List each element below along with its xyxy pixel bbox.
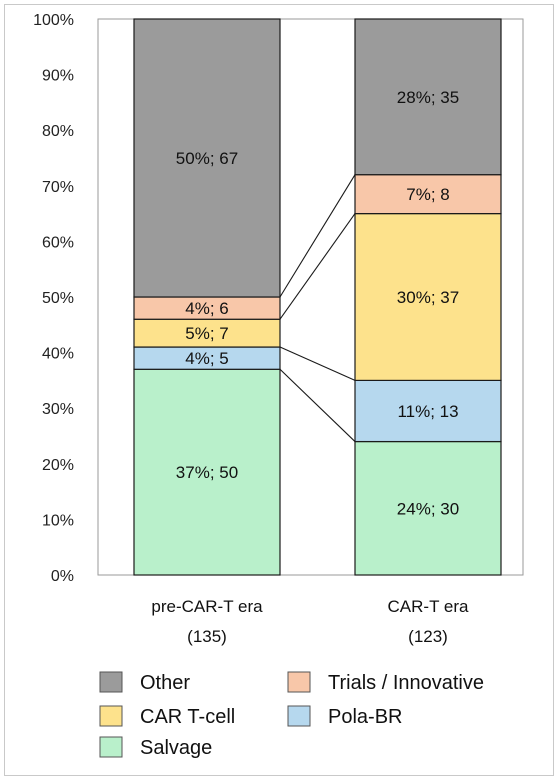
y-tick-label: 10%: [42, 512, 74, 529]
bar-segment-other: [354, 18, 502, 176]
legend-label: Other: [140, 672, 190, 694]
y-tick-label: 40%: [42, 346, 74, 363]
chart-frame: [4, 4, 554, 776]
bar-segment-pola-br: [354, 379, 502, 443]
y-tick-label: 20%: [42, 457, 74, 474]
bar-segment-salvage: [133, 368, 281, 576]
data-label: 5%; 7: [185, 324, 228, 343]
data-label: 37%; 50: [176, 463, 238, 482]
y-tick-label: 80%: [42, 123, 74, 140]
bar-segment-car-t-cell: [354, 213, 502, 382]
y-tick-label: 30%: [42, 401, 74, 418]
x-category-count: (135): [187, 627, 227, 646]
legend-swatch: [287, 671, 311, 693]
legend-swatch: [287, 705, 311, 727]
y-tick-label: 60%: [42, 234, 74, 251]
legend-label: Salvage: [140, 737, 212, 759]
legend-swatch: [99, 736, 123, 758]
connector-line: [279, 174, 356, 298]
data-label: 4%; 5: [185, 349, 228, 368]
y-tick-label: 0%: [51, 568, 74, 585]
bar-segment-other: [133, 18, 281, 298]
data-label: 50%; 67: [176, 149, 238, 168]
plot-area-border: [97, 18, 524, 576]
data-label: 7%; 8: [406, 185, 449, 204]
data-label: 28%; 35: [397, 88, 459, 107]
data-label: 24%; 30: [397, 499, 459, 518]
legend-label: Trials / Innovative: [328, 672, 484, 694]
legend-label: Pola-BR: [328, 706, 402, 728]
bar-segment-salvage: [354, 440, 502, 576]
bar-segment-trials-innovative: [354, 174, 502, 215]
y-tick-label: 90%: [42, 68, 74, 85]
y-tick-label: 100%: [33, 12, 74, 29]
legend-label: CAR T-cell: [140, 706, 235, 728]
y-tick-label: 50%: [42, 290, 74, 307]
data-label: 4%; 6: [185, 299, 228, 318]
legend-swatch: [99, 705, 123, 727]
x-category-label: pre-CAR-T era: [151, 597, 263, 616]
data-label: 11%; 13: [397, 402, 458, 421]
x-category-label: CAR-T era: [388, 597, 469, 616]
connector-line: [279, 213, 356, 320]
connector-line: [279, 346, 356, 381]
legend-swatch: [99, 671, 123, 693]
connector-line: [279, 368, 356, 442]
y-tick-label: 70%: [42, 179, 74, 196]
x-category-count: (123): [408, 627, 448, 646]
data-label: 30%; 37: [397, 288, 459, 307]
